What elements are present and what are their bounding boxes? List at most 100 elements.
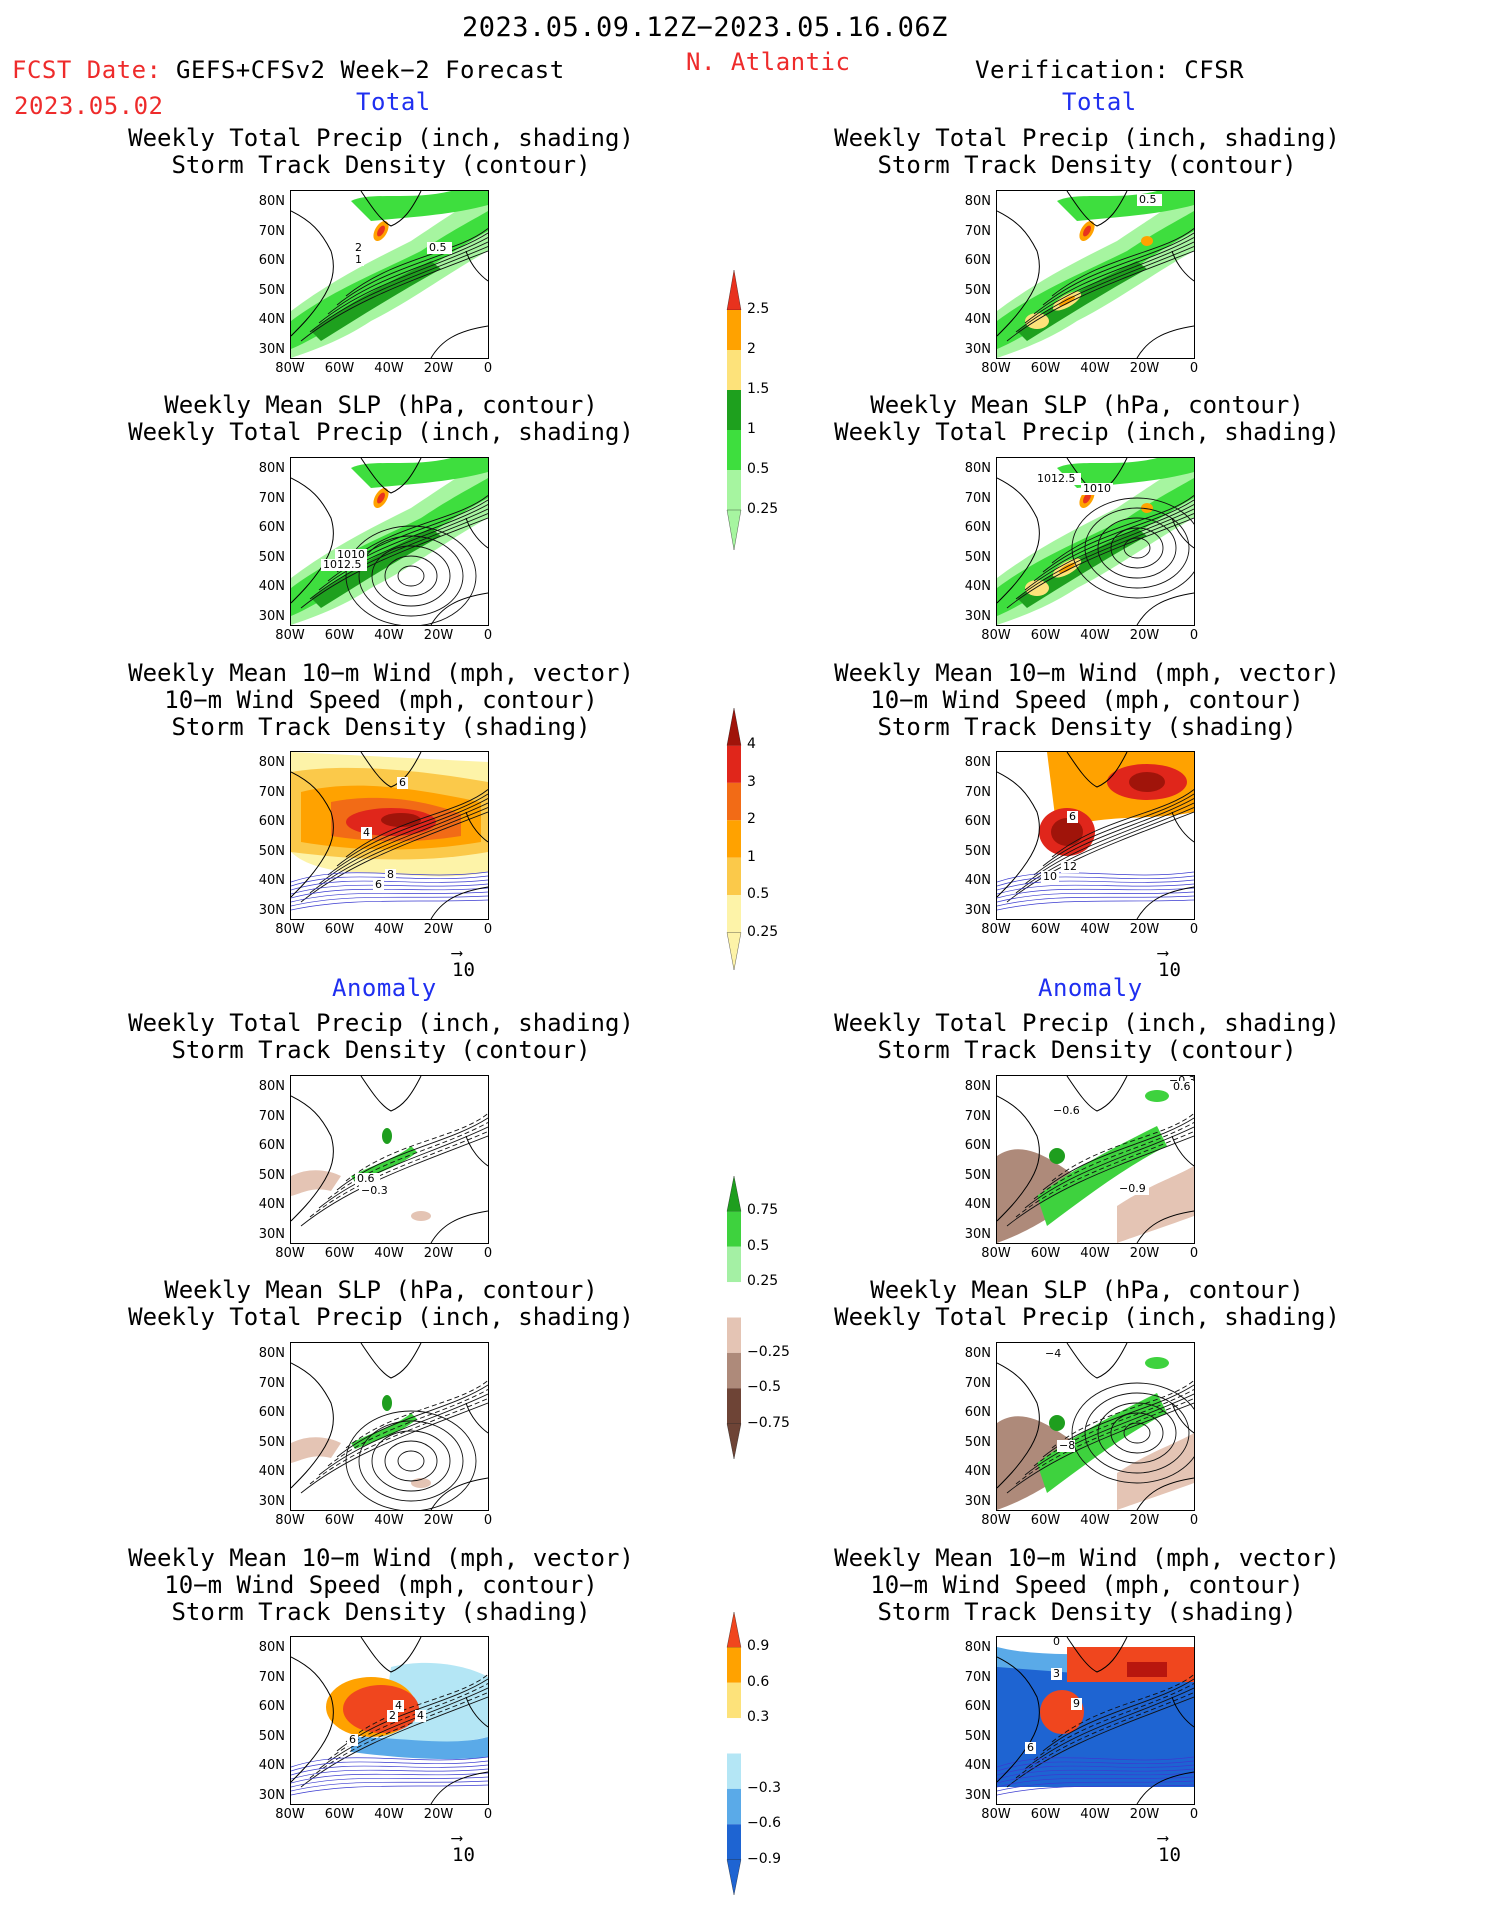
lat-tick-label: 60N [964,1699,991,1714]
colorbar-label: 0.25 [747,501,779,517]
lon-tick-label: 60W [324,1513,355,1528]
colorbar-label: 0.25 [747,923,779,940]
lat-tick-label: 70N [258,784,285,800]
contour-label: 3 [1051,1667,1062,1680]
lat-tick-label: 40N [964,1464,991,1479]
panel-title-line: Weekly Total Precip (inch, shading) [834,124,1340,152]
panel-title: Weekly Total Precip (inch, shading) Storm… [81,125,681,179]
lat-tick-label: 30N [964,608,991,624]
lat-tick-label: 60N [964,520,991,535]
lon-tick-label: 0 [1189,1513,1199,1528]
colorbar-label: 1.5 [747,381,770,397]
lat-tick-label: 30N [258,341,285,357]
panel-title-line: Storm Track Density (contour) [877,1036,1297,1064]
colorbar-label: 0.9 [747,1638,770,1655]
lon-tick-label: 0 [483,628,493,643]
contour-label: 4 [393,1699,404,1712]
lat-tick-label: 40N [964,312,991,327]
lat-tick-label: 60N [964,814,991,829]
lon-tick-label: 40W [1080,1246,1110,1261]
lon-tick-label: 20W [423,1246,454,1261]
lon-tick-label: 40W [374,628,404,643]
contour-label: 8 [385,868,396,881]
svg-text:0.6: 0.6 [357,1172,375,1185]
contour-label: −0.9 [1117,1182,1149,1195]
lon-tick-label: 40W [374,361,404,376]
svg-text:4: 4 [395,1699,402,1712]
lat-tick-label: 80N [258,1640,285,1655]
vector-ref-arrow: ⟶ [1158,943,1168,962]
map-fc-total-precip_storm: 2 1 0.5 [290,190,489,359]
contour-label: 6 [1067,810,1078,823]
lon-tick-label: 0 [1189,1807,1199,1822]
colorbar-label: 0.5 [747,1237,770,1254]
panel-title: Weekly Mean 10−m Wind (mph, vector) 10−m … [787,660,1387,741]
lat-tick-label: 50N [964,1728,991,1744]
map-ob-anom-wind_storm: 0 3 9 6 [996,1636,1195,1805]
colorbar-label: −0.25 [747,1343,790,1360]
lon-tick-label: 40W [1080,628,1110,643]
lat-tick-label: 50N [964,1167,991,1183]
lat-tick-label: 30N [964,1787,991,1803]
lon-tick-label: 80W [981,1513,1011,1528]
lon-tick-label: 40W [374,922,404,937]
lat-tick-label: 80N [964,1640,991,1655]
lon-tick-label: 20W [1129,361,1160,376]
contour-label: 6 [347,1733,358,1746]
svg-text:−0.3: −0.3 [361,1184,388,1197]
panel-title: Weekly Mean SLP (hPa, contour) Weekly Tot… [787,392,1387,446]
lat-tick-label: 30N [964,341,991,357]
lat-tick-label: 50N [258,1167,285,1183]
panel-title: Weekly Mean 10−m Wind (mph, vector) 10−m … [81,1545,681,1626]
panel-title-line: Storm Track Density (shading) [171,713,591,741]
lat-tick-label: 70N [964,1669,991,1685]
lat-tick-label: 60N [258,253,285,268]
lon-tick-label: 40W [374,1246,404,1261]
lat-tick-label: 60N [964,253,991,268]
svg-text:2: 2 [389,1709,396,1722]
lat-tick-label: 60N [258,520,285,535]
vector-reference: ⟶ 10 [1158,1830,1181,1867]
colorbar-label: 0.75 [747,1202,779,1219]
colorbar-label: 2 [747,811,756,828]
map-ob-total-slp_precip: 1012.5 1010 [996,457,1195,626]
lat-tick-label: 80N [964,194,991,209]
lon-tick-label: 20W [1129,1807,1160,1822]
svg-text:0.6: 0.6 [1173,1080,1191,1093]
lon-tick-label: 20W [423,1807,454,1822]
panel-title: Weekly Mean SLP (hPa, contour) Weekly Tot… [81,1277,681,1331]
colorbar-storm_anom [725,1611,743,1919]
lat-tick-label: 80N [964,1079,991,1094]
lat-tick-label: 50N [258,549,285,565]
panel-title-line: Weekly Mean SLP (hPa, contour) [164,391,598,419]
colorbar-label: 1 [747,421,756,437]
colorbar-storm_total [725,707,743,994]
colorbar-label: −0.5 [747,1379,781,1396]
panel-title-line: Storm Track Density (contour) [171,1036,591,1064]
map-ob-total-wind_storm: 6 12 10 [996,751,1195,920]
panel-title: Weekly Mean SLP (hPa, contour) Weekly Tot… [787,1277,1387,1331]
lat-tick-label: 80N [258,194,285,209]
lat-tick-label: 70N [964,490,991,506]
lon-tick-label: 80W [981,1807,1011,1822]
map-ob-total-precip_storm: 0.5 [996,190,1195,359]
contour-label: 0 [1051,1637,1062,1648]
section-label-anomaly-verif: Anomaly [1038,974,1143,1002]
lat-tick-label: 80N [258,1346,285,1361]
vector-ref-value: 10 [452,1844,475,1866]
lon-tick-label: 0 [1189,628,1199,643]
svg-text:6: 6 [375,878,382,891]
lon-tick-label: 40W [374,1807,404,1822]
section-label-total-verif: Total [1062,88,1137,116]
lat-tick-label: 60N [964,1138,991,1153]
colorbar-label: 0.5 [747,886,770,903]
lon-tick-label: 80W [981,361,1011,376]
lon-tick-label: 40W [1080,1807,1110,1822]
lat-tick-label: 40N [258,579,285,594]
colorbar-label: −0.6 [747,1815,781,1832]
map-ob-anom-slp_precip: −4 −8 [996,1342,1195,1511]
panel-title-line: Weekly Total Precip (inch, shading) [834,418,1340,446]
lon-tick-label: 0 [1189,1246,1199,1261]
section-label-total-fcst: Total [356,88,431,116]
lat-tick-label: 80N [258,461,285,476]
